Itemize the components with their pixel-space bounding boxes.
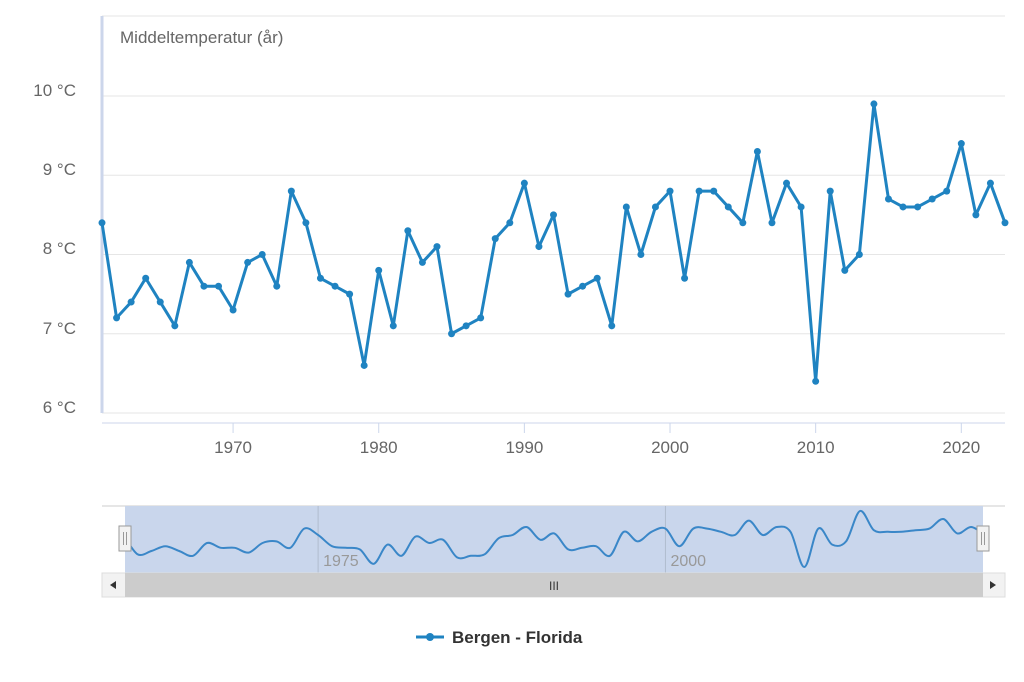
data-point bbox=[739, 219, 747, 227]
x-tick-label: 2020 bbox=[942, 438, 980, 457]
data-point bbox=[273, 282, 281, 290]
navigator-ticks: 1975 2000 bbox=[317, 506, 706, 573]
data-point bbox=[783, 179, 791, 187]
x-tick-label: 1990 bbox=[505, 438, 543, 457]
navigator-tick-label: 1975 bbox=[323, 553, 359, 570]
data-point bbox=[899, 203, 907, 211]
data-point bbox=[681, 274, 689, 282]
y-tick-label: 7 °C bbox=[43, 319, 76, 338]
data-point bbox=[724, 203, 732, 211]
data-point bbox=[986, 179, 994, 187]
data-point bbox=[229, 306, 237, 314]
data-point bbox=[943, 187, 951, 195]
series-bergen-florida bbox=[98, 100, 1009, 385]
data-point bbox=[520, 179, 528, 187]
data-point bbox=[710, 187, 718, 195]
data-point bbox=[375, 266, 383, 274]
data-point bbox=[448, 330, 456, 338]
data-point bbox=[389, 322, 397, 330]
data-point bbox=[302, 219, 310, 227]
data-point bbox=[331, 282, 339, 290]
data-point bbox=[812, 377, 820, 385]
scrollbar-thumb[interactable] bbox=[125, 573, 983, 597]
data-point bbox=[753, 147, 761, 155]
x-tick-label: 2000 bbox=[651, 438, 689, 457]
data-point bbox=[593, 274, 601, 282]
series-line bbox=[100, 102, 1007, 383]
data-point bbox=[622, 203, 630, 211]
data-point bbox=[914, 203, 922, 211]
data-point bbox=[491, 235, 499, 243]
data-point bbox=[127, 298, 135, 306]
x-tick-label: 1970 bbox=[214, 438, 252, 457]
navigator-handle-left[interactable] bbox=[118, 525, 132, 552]
legend-item[interactable]: Bergen - Florida bbox=[416, 628, 583, 647]
navigator-series bbox=[122, 509, 986, 569]
data-point bbox=[404, 227, 412, 235]
grid-lines bbox=[102, 15, 1005, 414]
navigator-tick-label: 2000 bbox=[670, 553, 706, 570]
handle-right-box[interactable] bbox=[976, 525, 990, 552]
navigator-selected-range[interactable] bbox=[125, 506, 983, 573]
data-point bbox=[972, 211, 980, 219]
data-point bbox=[695, 187, 703, 195]
data-point bbox=[579, 282, 587, 290]
data-point bbox=[768, 219, 776, 227]
data-point bbox=[171, 322, 179, 330]
data-point bbox=[651, 203, 659, 211]
data-point bbox=[98, 219, 106, 227]
data-point bbox=[346, 290, 354, 298]
scroll-left-arrow-icon[interactable] bbox=[110, 581, 116, 589]
data-point bbox=[360, 361, 368, 369]
x-tick-labels: 1970 1980 1990 2000 2010 2020 bbox=[214, 423, 980, 457]
data-point bbox=[535, 243, 543, 251]
data-point bbox=[113, 314, 121, 322]
data-point bbox=[608, 322, 616, 330]
chart-title: Middeltemperatur (år) bbox=[120, 28, 283, 47]
scroll-right-arrow-icon[interactable] bbox=[990, 581, 996, 589]
data-point bbox=[957, 140, 965, 148]
data-point bbox=[316, 274, 324, 282]
scrollbar-grip: III bbox=[549, 579, 559, 593]
data-point bbox=[637, 251, 645, 258]
y-tick-label: 9 °C bbox=[43, 160, 76, 179]
data-point bbox=[797, 203, 805, 211]
data-point bbox=[462, 322, 470, 330]
data-point bbox=[200, 282, 208, 290]
y-tick-label: 10 °C bbox=[33, 81, 76, 100]
legend-label: Bergen - Florida bbox=[452, 628, 583, 647]
navigator-handle-right[interactable] bbox=[976, 525, 990, 552]
data-point bbox=[506, 219, 514, 227]
data-point bbox=[1001, 219, 1009, 227]
data-point bbox=[418, 258, 426, 266]
data-point bbox=[215, 282, 223, 290]
y-tick-label: 6 °C bbox=[43, 398, 76, 417]
data-point bbox=[244, 258, 252, 266]
handle-left-box[interactable] bbox=[118, 525, 132, 552]
data-point bbox=[666, 187, 674, 195]
x-tick-label: 2010 bbox=[797, 438, 835, 457]
legend-marker-icon bbox=[426, 633, 434, 641]
data-point bbox=[477, 314, 485, 322]
x-tick-label: 1980 bbox=[360, 438, 398, 457]
data-point bbox=[884, 195, 892, 203]
data-point bbox=[433, 243, 441, 251]
data-point bbox=[841, 266, 849, 274]
data-point bbox=[142, 274, 150, 282]
data-point bbox=[870, 100, 878, 108]
data-point bbox=[855, 251, 863, 258]
data-point bbox=[928, 195, 936, 203]
data-point bbox=[564, 290, 572, 298]
data-point bbox=[185, 258, 193, 266]
data-point bbox=[258, 251, 266, 258]
data-point bbox=[550, 211, 557, 219]
data-point bbox=[156, 298, 164, 306]
data-point bbox=[826, 187, 834, 195]
y-tick-labels: 6 °C 7 °C 8 °C 9 °C 10 °C bbox=[33, 81, 76, 417]
data-point bbox=[287, 187, 295, 195]
y-tick-label: 8 °C bbox=[43, 239, 76, 258]
